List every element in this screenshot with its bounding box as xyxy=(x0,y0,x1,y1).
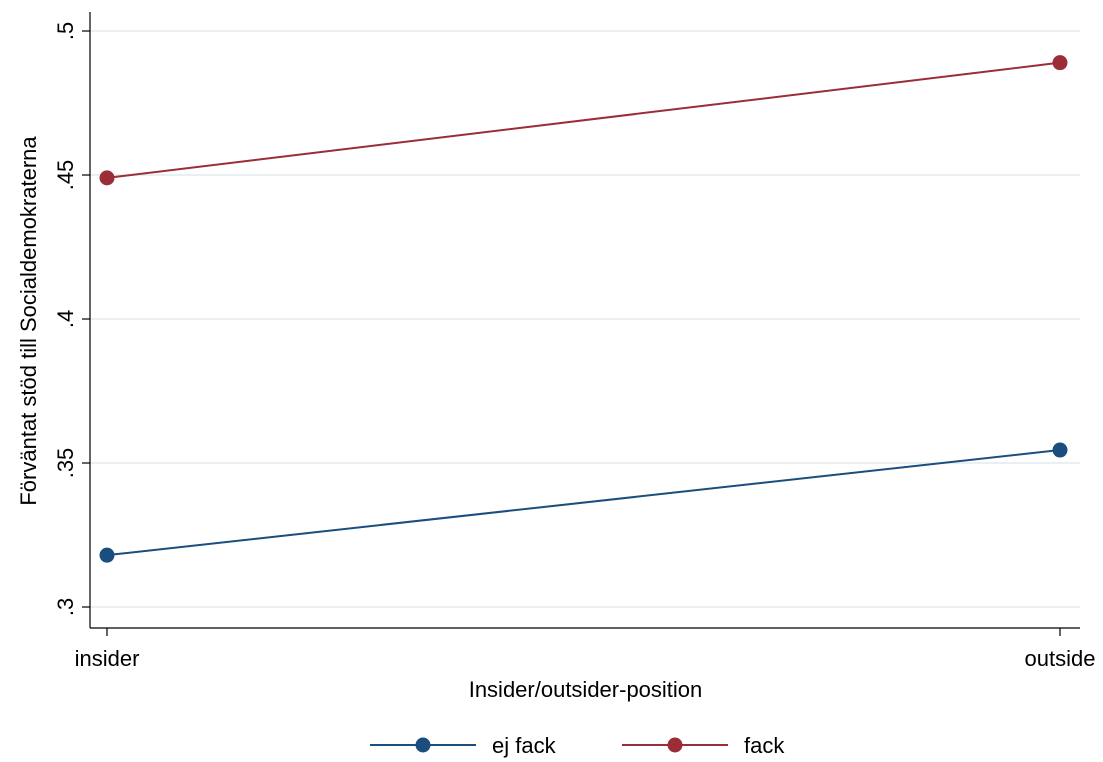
y-axis-title: Förväntat stöd till Socialdemokraterna xyxy=(16,136,41,506)
data-point xyxy=(99,547,115,563)
legend-item: ej fack xyxy=(370,733,557,758)
data-point xyxy=(1052,55,1068,71)
x-tick-label: outside xyxy=(1025,646,1096,671)
data-point xyxy=(99,170,115,186)
series-group xyxy=(99,55,1068,563)
gridlines xyxy=(90,30,1080,608)
y-tick-label: .45 xyxy=(53,160,78,191)
x-tick-label: insider xyxy=(75,646,140,671)
x-axis-title: Insider/outsider-position xyxy=(469,677,703,702)
y-tick-label: .35 xyxy=(53,448,78,479)
axes xyxy=(89,12,1080,629)
legend-marker xyxy=(415,737,431,753)
legend-label: fack xyxy=(744,733,785,758)
x-axis-ticks: insider outside xyxy=(75,628,1096,671)
y-tick-label: .5 xyxy=(53,22,78,40)
series-line-fack xyxy=(106,61,1061,179)
y-tick-label: .3 xyxy=(53,598,78,616)
legend-marker xyxy=(667,737,683,753)
data-point xyxy=(1052,442,1068,458)
legend: ej fack fack xyxy=(370,733,785,758)
y-axis-ticks: .3 .35 .4 .45 .5 xyxy=(53,22,90,616)
series-line-ej-fack xyxy=(106,449,1061,557)
legend-item: fack xyxy=(622,733,785,758)
y-tick-label: .4 xyxy=(53,310,78,328)
legend-label: ej fack xyxy=(492,733,557,758)
